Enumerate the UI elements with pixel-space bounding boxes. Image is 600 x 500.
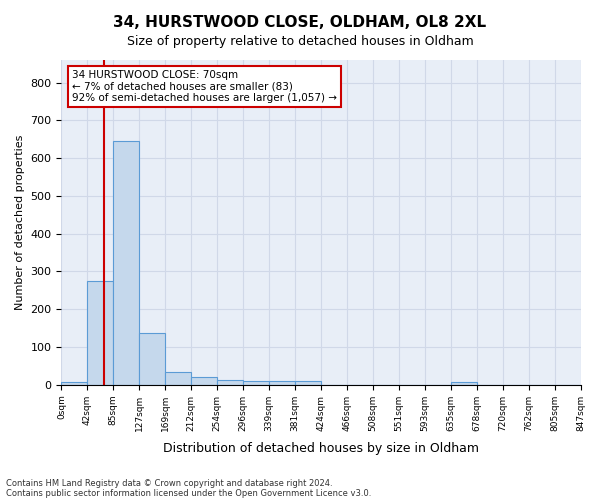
Text: Contains HM Land Registry data © Crown copyright and database right 2024.: Contains HM Land Registry data © Crown c… xyxy=(6,478,332,488)
Bar xyxy=(165,372,191,385)
Bar xyxy=(217,380,243,385)
Bar xyxy=(295,382,321,385)
Text: Size of property relative to detached houses in Oldham: Size of property relative to detached ho… xyxy=(127,35,473,48)
Y-axis label: Number of detached properties: Number of detached properties xyxy=(15,134,25,310)
Bar xyxy=(88,281,113,385)
Text: 34 HURSTWOOD CLOSE: 70sqm
← 7% of detached houses are smaller (83)
92% of semi-d: 34 HURSTWOOD CLOSE: 70sqm ← 7% of detach… xyxy=(72,70,337,103)
Text: 34, HURSTWOOD CLOSE, OLDHAM, OL8 2XL: 34, HURSTWOOD CLOSE, OLDHAM, OL8 2XL xyxy=(113,15,487,30)
Bar xyxy=(139,332,165,385)
X-axis label: Distribution of detached houses by size in Oldham: Distribution of detached houses by size … xyxy=(163,442,479,455)
Bar xyxy=(243,381,269,385)
Bar xyxy=(61,382,88,385)
Text: Contains public sector information licensed under the Open Government Licence v3: Contains public sector information licen… xyxy=(6,488,371,498)
Bar xyxy=(451,382,476,385)
Bar xyxy=(269,381,295,385)
Bar xyxy=(191,377,217,385)
Bar xyxy=(113,141,139,385)
